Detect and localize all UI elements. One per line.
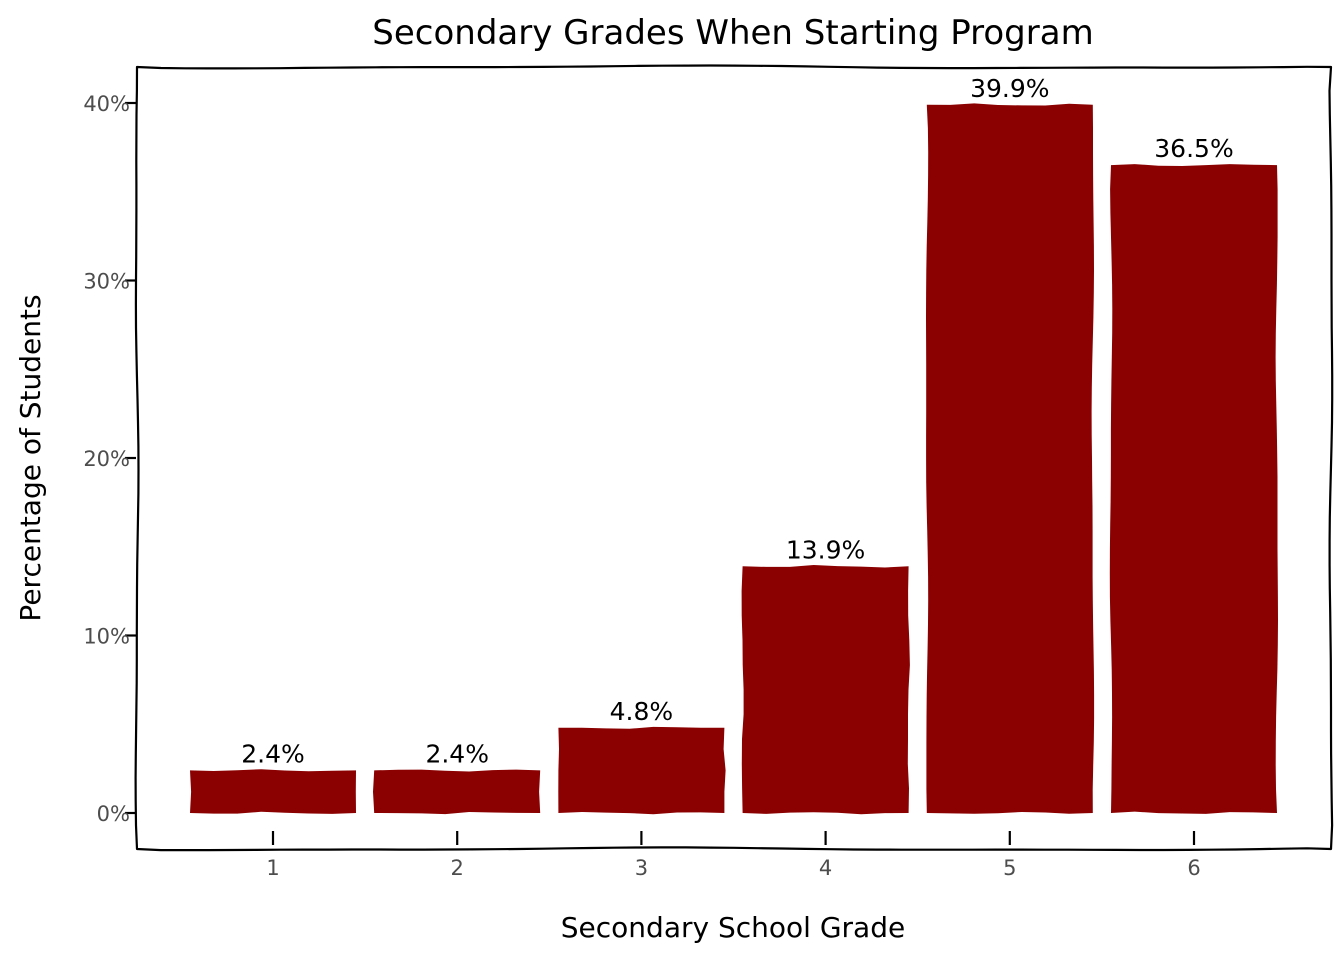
data-label: 13.9% — [786, 535, 865, 564]
y-tick-label: 40% — [83, 92, 130, 116]
data-labels-layer: 2.4% 2.4% 4.8% 13.9% 39.9% 36.5% — [241, 74, 1233, 769]
chart-title: Secondary Grades When Starting Program — [372, 13, 1093, 53]
y-tick-label: 0% — [97, 802, 130, 826]
data-label: 4.8% — [610, 697, 674, 726]
bar-grade-6 — [1109, 164, 1278, 814]
axes-layer: 0% 10% 20% 30% 40% 1 2 3 4 5 6 — [83, 92, 1200, 880]
bar-grade-4 — [741, 565, 910, 815]
x-tick-label: 6 — [1187, 856, 1200, 880]
x-tick-label: 1 — [266, 856, 279, 880]
data-label: 2.4% — [241, 739, 305, 768]
y-tick-label: 30% — [83, 270, 130, 294]
data-label: 2.4% — [425, 739, 489, 768]
bar-grade-5 — [926, 103, 1095, 814]
plot-frame — [134, 64, 1334, 852]
bars-layer — [190, 103, 1278, 815]
x-axis-title: Secondary School Grade — [561, 911, 905, 944]
data-label: 36.5% — [1154, 134, 1233, 163]
bar-grade-2 — [373, 769, 541, 815]
x-tick-label: 5 — [1003, 856, 1016, 880]
y-tick-label: 10% — [83, 625, 130, 649]
x-tick-label: 2 — [451, 856, 464, 880]
y-axis-title: Percentage of Students — [14, 294, 47, 621]
bar-grade-1 — [190, 769, 356, 814]
y-tick-label: 20% — [83, 447, 130, 471]
x-tick-label: 4 — [819, 856, 832, 880]
data-label: 39.9% — [970, 74, 1049, 103]
x-tick-label: 3 — [635, 856, 648, 880]
bar-grade-3 — [558, 726, 726, 815]
